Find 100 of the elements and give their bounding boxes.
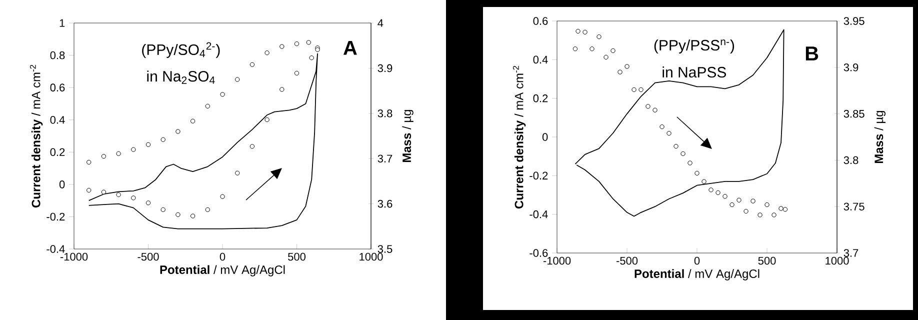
y-tick-label: 0.6 <box>533 17 548 25</box>
point <box>264 117 270 122</box>
point <box>772 212 776 218</box>
y2-axis-title: Mass / µg <box>874 110 886 164</box>
point <box>250 144 255 149</box>
y-tick-label: 0 <box>59 180 65 188</box>
y2-tick-label: 3.95 <box>844 17 864 25</box>
x-tick-label: -1000 <box>60 252 88 261</box>
y-axis-title: Current density / mA cm$^{-2}$ <box>30 64 43 208</box>
point <box>101 154 106 159</box>
x-tick-label: -500 <box>616 256 638 265</box>
annotation: in NaPSS <box>662 66 726 78</box>
point <box>220 194 225 199</box>
y2-axis-title: Mass / µg <box>402 110 414 162</box>
x-tick-label: 1000 <box>360 252 383 261</box>
x-tick-label: 500 <box>288 252 306 261</box>
y2-tick-label: 3.75 <box>844 202 864 210</box>
y-tick-label: 1 <box>60 19 65 27</box>
point <box>146 200 151 206</box>
point <box>604 54 608 60</box>
point <box>205 104 210 109</box>
point <box>86 160 92 165</box>
point <box>590 46 594 52</box>
point <box>116 192 121 198</box>
point <box>250 62 255 67</box>
point <box>264 50 270 56</box>
point <box>666 130 672 136</box>
point <box>632 87 636 92</box>
y2-tick-label: 3.6 <box>378 200 392 208</box>
point <box>716 190 720 196</box>
point <box>764 202 770 208</box>
point <box>638 87 644 92</box>
y-tick-label: 0.2 <box>533 94 548 102</box>
point <box>205 207 210 212</box>
point <box>309 55 314 60</box>
y-tick-label: -0.6 <box>530 249 548 257</box>
point <box>572 46 578 52</box>
point <box>190 118 196 124</box>
point <box>582 30 588 34</box>
point <box>782 207 788 212</box>
point <box>146 142 151 147</box>
point <box>86 188 92 193</box>
point <box>694 170 700 176</box>
y-tick-label: 0.8 <box>50 51 65 60</box>
point <box>160 137 166 142</box>
point <box>306 40 311 45</box>
y2-tick-label: 3.5 <box>378 245 392 253</box>
y2-tick-label: 3.8 <box>844 156 858 164</box>
point <box>131 196 136 200</box>
x-tick-label: -1000 <box>543 256 571 265</box>
y2-tick-label: 3.9 <box>378 64 392 72</box>
point <box>750 198 756 204</box>
annotation: (PPy/PSS$^{n-}$) <box>654 40 734 54</box>
point <box>730 202 734 208</box>
point <box>220 92 225 97</box>
point <box>680 151 686 156</box>
line-series <box>574 29 784 217</box>
y-tick-label: 0.2 <box>50 148 65 156</box>
point <box>736 198 742 202</box>
point <box>610 48 616 54</box>
y-tick-label: -0.4 <box>530 210 548 218</box>
annotation: B <box>806 46 818 60</box>
y-tick-label: 0.4 <box>533 56 548 64</box>
point <box>624 64 630 69</box>
point <box>576 28 580 34</box>
annotation: (PPy/SO$_{4}$$^{2-}$) <box>142 42 220 58</box>
annotation: in Na$_{2}$SO$_{4}$ <box>147 70 215 84</box>
point <box>646 104 650 109</box>
point <box>722 194 728 199</box>
y2-tick-label: 3.9 <box>844 64 858 72</box>
point <box>294 70 300 76</box>
point <box>708 188 714 192</box>
point <box>674 144 678 149</box>
point <box>618 70 622 74</box>
x-axis-title: Potential / mV Ag/AgCl <box>160 265 285 276</box>
point <box>744 208 748 214</box>
x-tick-label: 0 <box>694 256 700 265</box>
x-tick-label: 0 <box>220 252 226 261</box>
y-tick-label: 0.6 <box>50 84 65 92</box>
point <box>190 214 196 218</box>
x-tick-label: 500 <box>758 256 776 265</box>
annotation: A <box>343 40 357 55</box>
point <box>702 179 706 184</box>
point <box>688 160 692 166</box>
point <box>235 77 240 82</box>
y-axis-title: Current density / mA cm$^{-2}$ <box>512 66 526 208</box>
x-tick-label: -500 <box>138 252 159 261</box>
y2-tick-label: 4 <box>378 19 384 27</box>
point <box>101 190 106 194</box>
y2-tick-label: 3.7 <box>378 154 392 162</box>
point <box>116 151 121 156</box>
point <box>280 44 284 49</box>
y-tick-label: -0.2 <box>530 172 548 180</box>
point <box>652 108 658 112</box>
point <box>758 212 762 218</box>
point <box>131 147 136 152</box>
y-tick-label: -0.4 <box>46 245 65 253</box>
y2-tick-label: 3.8 <box>378 110 392 118</box>
x-axis-title: Potential / mV Ag/AgCl <box>634 269 760 280</box>
point <box>778 206 784 211</box>
